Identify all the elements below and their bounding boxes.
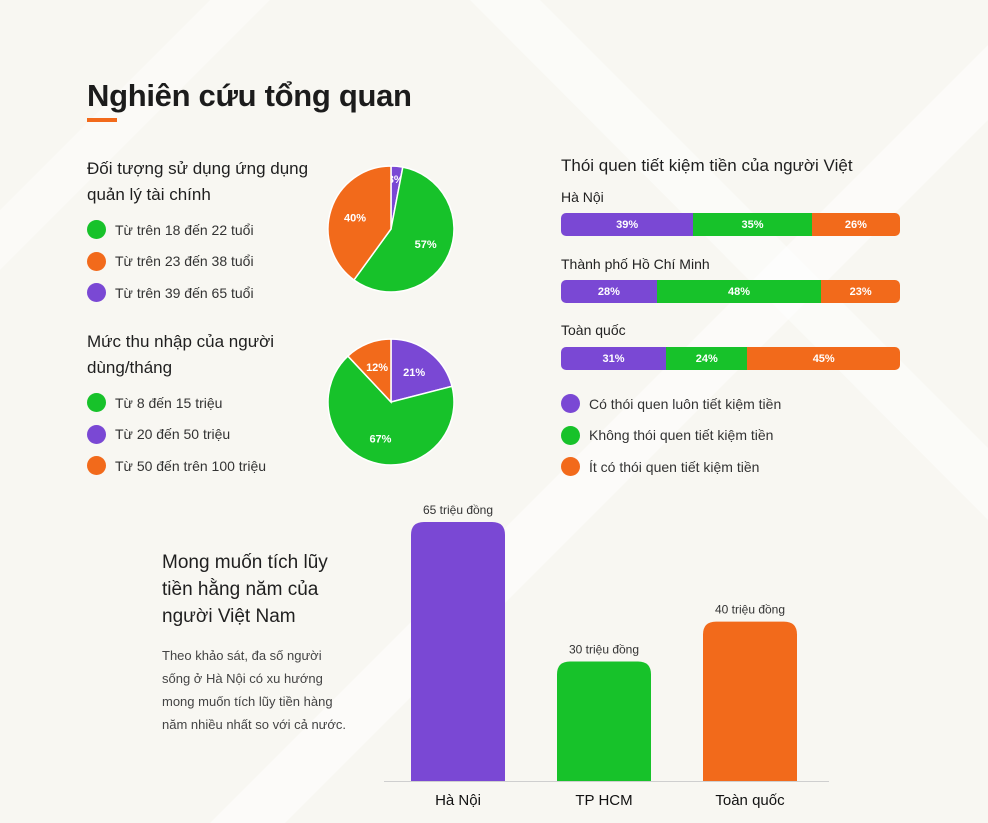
legend-label: Từ trên 23 đến 38 tuổi (115, 253, 254, 270)
region-label-nationwide: Toàn quốc (561, 322, 626, 338)
bar-segment: 26% (811, 213, 900, 236)
legend-label: Có thói quen luôn tiết kiệm tiền (589, 395, 782, 412)
pie-slice (327, 355, 455, 466)
title-underline (87, 118, 117, 122)
column-value-label: 65 triệu đồng (423, 503, 493, 517)
legend-swatch (87, 251, 106, 271)
column-bar (703, 621, 797, 781)
legend-label: Từ 50 đến trên 100 triệu (115, 457, 267, 474)
legend-swatch (561, 394, 580, 414)
legend-label: Từ trên 18 đến 22 tuổi (115, 221, 254, 238)
column-value-label: 30 triệu đồng (569, 642, 639, 656)
legend-item: Không thói quen tiết kiệm tiền (561, 420, 781, 452)
pie-slice (352, 166, 455, 293)
pie-slice-label: 40% (344, 212, 366, 224)
legend-swatch (561, 425, 580, 445)
legend-item: Từ trên 18 đến 22 tuổi (87, 214, 254, 246)
legend-swatch (87, 424, 106, 444)
pie-slice (327, 165, 392, 282)
bar-segment: 23% (821, 280, 900, 303)
legend-label: Không thói quen tiết kiệm tiền (589, 427, 774, 444)
legend-item: Từ 50 đến trên 100 triệu (87, 450, 266, 482)
legend-swatch (87, 283, 106, 303)
pie-slice-label: 12% (366, 362, 388, 374)
column-value-label: 40 triệu đồng (715, 603, 785, 617)
legend-label: Từ trên 39 đến 65 tuổi (115, 284, 254, 301)
bar-segment: 24% (666, 347, 748, 370)
legend-item: Ít có thói quen tiết kiệm tiền (561, 451, 781, 483)
bar-segment: 45% (747, 347, 900, 370)
stacked-bar-nationwide: 31% 24% 45% (561, 347, 900, 370)
column-category-label: Hà Nội (435, 792, 481, 809)
column-category-label: TP HCM (575, 792, 632, 809)
page-title: Nghiên cứu tổng quan (87, 78, 412, 113)
legend-item: Từ 8 đến 15 triệu (87, 387, 266, 419)
income-legend: Từ 8 đến 15 triệu Từ 20 đến 50 triệu Từ … (87, 387, 266, 482)
pie-slice (390, 338, 453, 403)
pie-slice-label: 57% (415, 239, 437, 251)
age-legend: Từ trên 18 đến 22 tuổi Từ trên 23 đến 38… (87, 214, 254, 309)
legend-swatch (561, 457, 580, 477)
bar-segment: 48% (656, 280, 822, 303)
savings-goal-title: Mong muốn tích lũy tiền hằng năm của ngư… (162, 552, 328, 627)
savings-habit-title: Thói quen tiết kiệm tiền của người Việt (561, 156, 853, 175)
savings-goal-description: Theo khảo sát, đa số người sống ở Hà Nội… (162, 648, 347, 732)
age-chart-title: Đối tượng sử dụng ứng dụng quản lý tài c… (87, 159, 309, 204)
pie-slice-label: 21% (403, 367, 425, 379)
legend-swatch (87, 456, 106, 476)
legend-item: Từ trên 39 đến 65 tuổi (87, 277, 254, 309)
stacked-bar-hanoi: 39% 35% 26% (561, 213, 900, 236)
region-label-hanoi: Hà Nội (561, 189, 604, 205)
legend-label: Từ 20 đến 50 triệu (115, 426, 231, 443)
bar-segment: 28% (561, 280, 657, 303)
stacked-bar-hcm: 28% 48% 23% (561, 280, 900, 303)
age-pie-chart: 3%57%40% (327, 165, 455, 293)
income-pie-chart: 21% 67% 12% (327, 338, 455, 466)
bar-segment: 35% (693, 213, 812, 236)
pie-slice (346, 338, 392, 404)
legend-swatch (87, 220, 106, 240)
column-bar (557, 661, 651, 781)
region-label-hcm: Thành phố Hồ Chí Minh (561, 256, 710, 272)
legend-item: Từ 20 đến 50 triệu (87, 419, 266, 451)
legend-label: Ít có thói quen tiết kiệm tiền (589, 458, 760, 475)
savings-goal-column-chart: 65 triệu đồng Hà Nội 30 triệu đồng TP HCM 40… (384, 503, 829, 809)
legend-item: Có thói quen luôn tiết kiệm tiền (561, 388, 781, 420)
bar-segment: 39% (561, 213, 694, 236)
legend-item: Từ trên 23 đến 38 tuổi (87, 246, 254, 278)
legend-swatch (87, 393, 106, 413)
savings-habit-legend: Có thói quen luôn tiết kiệm tiền Không t… (561, 388, 781, 483)
pie-slice-label: 67% (369, 433, 391, 445)
legend-label: Từ 8 đến 15 triệu (115, 394, 223, 411)
bar-segment: 31% (561, 347, 667, 370)
income-chart-title: Mức thu nhập của người dùng/tháng (87, 332, 275, 377)
column-bar (411, 522, 505, 781)
column-category-label: Toàn quốc (715, 792, 785, 809)
